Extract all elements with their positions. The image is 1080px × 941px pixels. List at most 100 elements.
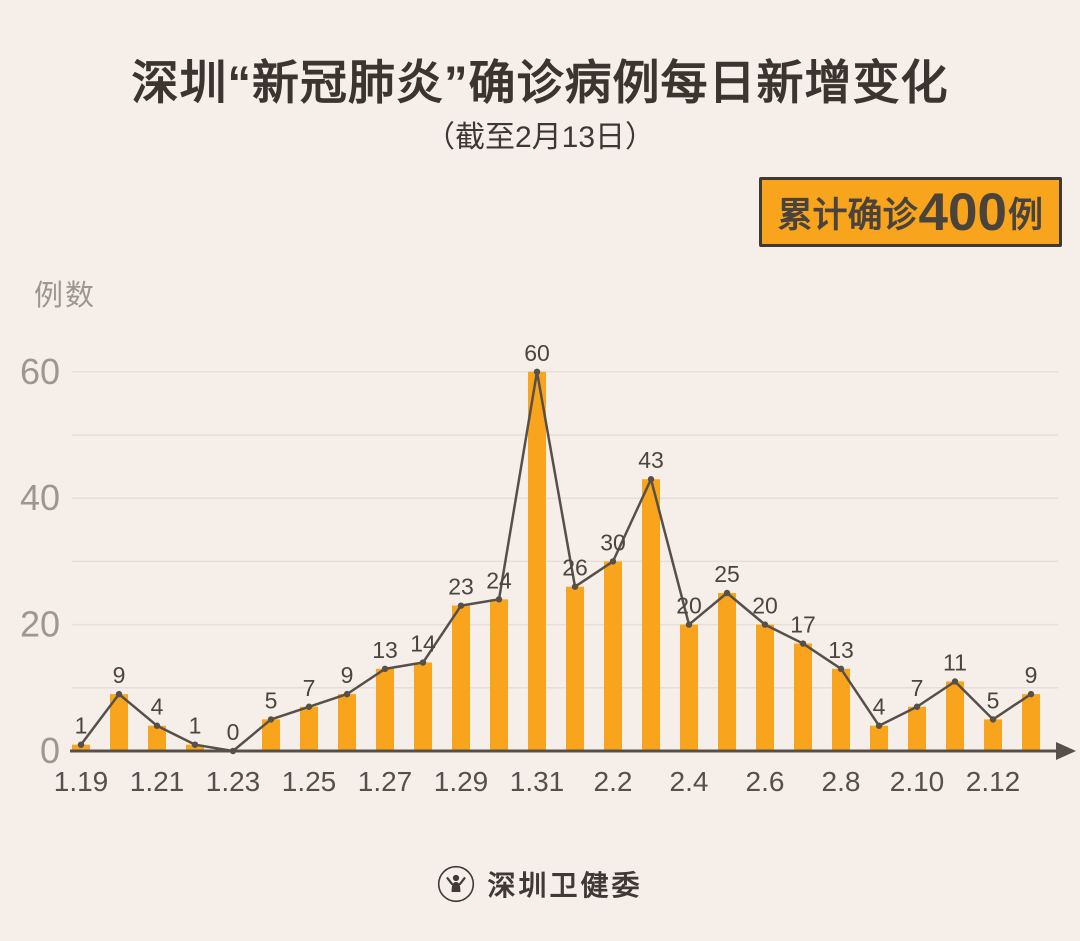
bar <box>338 694 356 751</box>
bar <box>680 624 698 751</box>
value-label: 43 <box>638 447 664 473</box>
bar <box>604 561 622 751</box>
line-marker <box>457 602 465 609</box>
value-label: 7 <box>911 675 924 701</box>
line-marker <box>799 640 807 647</box>
badge-suffix-label: 例 <box>1007 195 1043 235</box>
bar <box>794 643 812 751</box>
bar <box>642 479 660 751</box>
line-marker <box>267 716 275 723</box>
line-marker <box>191 741 199 748</box>
bar <box>148 725 166 751</box>
bar <box>110 694 128 751</box>
value-label: 20 <box>676 593 702 619</box>
x-axis-arrow-icon <box>1056 742 1076 760</box>
y-tick-label: 60 <box>20 351 60 392</box>
cumulative-total-badge: 累计确诊 400 例 <box>758 177 1062 247</box>
trend-line <box>79 370 1033 753</box>
value-label: 7 <box>303 675 316 701</box>
y-tick-label: 20 <box>20 604 60 645</box>
x-tick-label: 1.27 <box>358 766 413 797</box>
x-tick-label: 2.4 <box>670 766 709 797</box>
y-axis-title: 例数 <box>34 280 97 312</box>
value-label: 25 <box>714 561 740 587</box>
value-label: 13 <box>828 637 854 663</box>
x-tick-label: 2.12 <box>966 766 1021 797</box>
value-label: 60 <box>524 340 550 366</box>
bar <box>756 624 774 751</box>
page-title: 深圳“新冠肺炎”确诊病例每日新增变化 <box>131 56 949 109</box>
x-tick-label: 1.23 <box>206 766 261 797</box>
bar <box>870 725 888 751</box>
value-label: 30 <box>600 529 626 555</box>
line-marker <box>381 665 389 673</box>
bar <box>414 662 432 751</box>
bar <box>528 371 546 751</box>
line-marker <box>495 596 503 603</box>
value-label: 1 <box>189 713 202 739</box>
value-label: 26 <box>562 555 588 581</box>
x-tick-label: 2.2 <box>594 766 633 797</box>
value-label: 17 <box>790 612 816 638</box>
bar <box>1022 694 1040 751</box>
line-marker <box>343 690 351 698</box>
y-tick-label: 40 <box>20 477 60 518</box>
bar <box>718 593 736 751</box>
badge-total-value: 400 <box>918 182 1007 242</box>
line-marker <box>609 558 617 565</box>
y-tick-label: 0 <box>40 730 60 771</box>
x-tick-label: 2.6 <box>746 766 785 797</box>
line-marker <box>229 747 237 755</box>
line-marker <box>647 476 655 483</box>
x-tick-label: 2.10 <box>890 766 945 797</box>
bar <box>984 719 1002 751</box>
value-label: 9 <box>341 662 354 688</box>
line-marker <box>837 665 845 673</box>
line-marker <box>989 716 997 723</box>
bar <box>490 599 508 751</box>
value-label: 5 <box>987 687 1000 713</box>
x-tick-label: 1.21 <box>130 766 185 797</box>
x-tick-label: 1.31 <box>510 766 565 797</box>
value-label: 5 <box>265 687 278 713</box>
footer-source-text: 深圳卫健委 <box>487 870 643 901</box>
value-label: 0 <box>227 719 240 745</box>
line-marker <box>1027 690 1035 698</box>
value-label: 14 <box>410 631 436 657</box>
x-tick-label: 2.8 <box>822 766 861 797</box>
value-label: 24 <box>486 567 512 593</box>
bar <box>300 706 318 751</box>
bar <box>908 706 926 751</box>
bar <box>566 586 584 751</box>
line-marker <box>115 690 123 698</box>
value-label: 20 <box>752 593 778 619</box>
line-marker <box>153 722 161 729</box>
line-marker <box>419 659 427 666</box>
value-label: 11 <box>943 649 967 675</box>
value-label: 4 <box>873 694 886 720</box>
bar <box>262 719 280 751</box>
x-tick-label: 1.25 <box>282 766 337 797</box>
value-label: 1 <box>75 713 88 739</box>
line-marker <box>571 583 579 590</box>
bar <box>452 605 470 751</box>
badge-prefix-label: 累计确诊 <box>777 195 918 235</box>
shenzhen-health-commission-logo-icon <box>438 865 475 903</box>
bar <box>376 668 394 751</box>
value-label: 9 <box>113 662 126 688</box>
x-tick-label: 1.19 <box>54 766 109 797</box>
line-marker <box>77 741 85 748</box>
page-subtitle: （截至2月13日） <box>424 121 656 154</box>
line-marker <box>951 678 959 685</box>
x-tick-label: 1.29 <box>434 766 489 797</box>
line-marker <box>761 621 769 628</box>
line-marker <box>533 368 541 375</box>
value-label: 4 <box>151 694 164 720</box>
line-marker <box>913 703 921 710</box>
line-marker <box>875 722 883 729</box>
footer: 深圳卫健委 <box>0 864 1080 904</box>
value-label: 23 <box>448 574 474 600</box>
value-label: 9 <box>1025 662 1038 688</box>
